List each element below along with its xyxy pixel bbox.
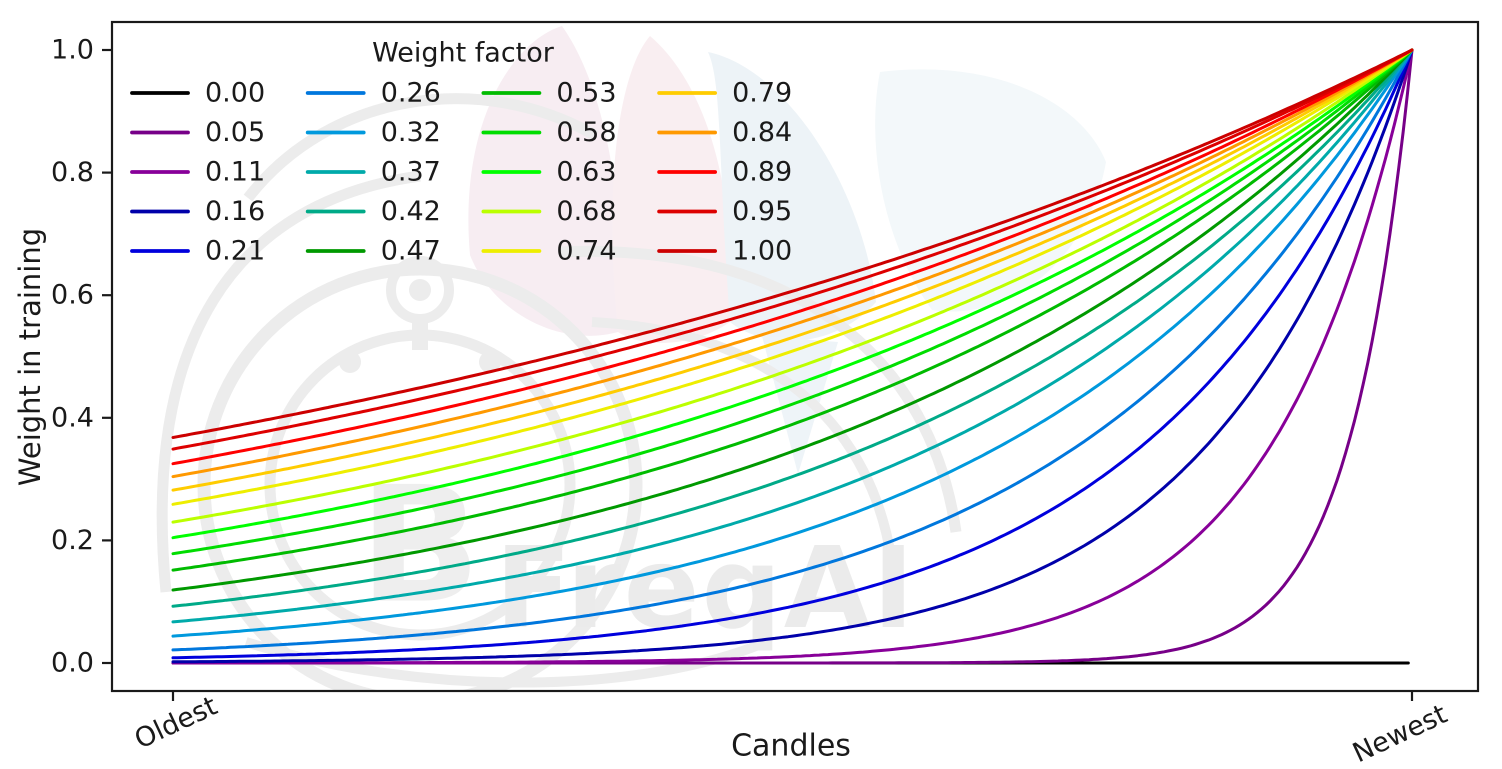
legend-entry-0.00: 0.00 bbox=[130, 78, 265, 109]
x-tick-label-newest: Newest bbox=[1348, 699, 1452, 769]
legend-entry-0.84: 0.84 bbox=[657, 117, 792, 148]
series-line-0.95 bbox=[171, 48, 1414, 451]
legend-label-0.89: 0.89 bbox=[732, 157, 792, 188]
legend-label-0.84: 0.84 bbox=[732, 117, 792, 148]
series-line-0.63 bbox=[171, 48, 1414, 540]
legend-entry-0.53: 0.53 bbox=[481, 78, 617, 109]
x-axis-label: Candles bbox=[731, 729, 851, 764]
series-line-0.42 bbox=[171, 48, 1414, 608]
legend-label-0.42: 0.42 bbox=[381, 196, 441, 227]
legend-label-0.11: 0.11 bbox=[205, 157, 265, 188]
series-line-0.37 bbox=[171, 48, 1414, 624]
legend-entry-0.58: 0.58 bbox=[481, 117, 617, 148]
legend-label-0.74: 0.74 bbox=[556, 236, 616, 267]
x-tick-label-oldest: Oldest bbox=[130, 691, 222, 756]
legend-entry-0.68: 0.68 bbox=[481, 196, 617, 227]
legend-label-0.21: 0.21 bbox=[205, 236, 265, 267]
legend-label-0.79: 0.79 bbox=[732, 78, 792, 109]
y-tick-label-0.2: 0.2 bbox=[51, 525, 94, 556]
legend-label-0.26: 0.26 bbox=[381, 78, 441, 109]
series-line-0.16 bbox=[171, 48, 1414, 664]
series-line-0.89 bbox=[171, 48, 1414, 466]
legend-entry-0.42: 0.42 bbox=[305, 196, 441, 227]
legend-entry-0.26: 0.26 bbox=[305, 78, 441, 109]
y-tick-label-0.0: 0.0 bbox=[51, 648, 94, 679]
axis-ticks bbox=[102, 48, 1414, 701]
y-axis-label: Weight in training bbox=[13, 228, 47, 486]
series-line-0.58 bbox=[171, 48, 1414, 556]
legend-label-0.47: 0.47 bbox=[381, 236, 441, 267]
legend-entry-0.11: 0.11 bbox=[130, 157, 265, 188]
series-line-0.84 bbox=[171, 48, 1414, 479]
legend-entry-0.63: 0.63 bbox=[481, 157, 617, 188]
y-tick-label-0.8: 0.8 bbox=[51, 157, 94, 188]
series-line-1.00 bbox=[171, 48, 1414, 439]
legend-entry-0.95: 0.95 bbox=[657, 196, 792, 227]
watermark-leaf-pink-2 bbox=[612, 36, 732, 343]
series-line-0.68 bbox=[171, 48, 1414, 524]
legend-label-0.16: 0.16 bbox=[205, 196, 265, 227]
legend-entry-0.05: 0.05 bbox=[130, 117, 265, 148]
y-tick-label-1.0: 1.0 bbox=[51, 35, 94, 66]
legend-label-0.95: 0.95 bbox=[732, 196, 792, 227]
legend-label-0.63: 0.63 bbox=[556, 157, 616, 188]
series-line-0.74 bbox=[171, 48, 1414, 506]
legend-title: Weight factor bbox=[372, 38, 555, 69]
legend: 0.00 0.05 0.11 0.16 0.21 0.26 0.32 0.37 0.42 0.47… bbox=[130, 78, 792, 267]
watermark-text: FreqAI bbox=[495, 524, 916, 654]
series-line-0.26 bbox=[171, 48, 1414, 652]
legend-entry-0.37: 0.37 bbox=[305, 157, 441, 188]
watermark-logo-glyph: B bbox=[359, 452, 481, 639]
legend-entry-0.74: 0.74 bbox=[481, 236, 617, 267]
legend-label-0.68: 0.68 bbox=[556, 196, 616, 227]
series-line-0.32 bbox=[171, 48, 1414, 638]
series-line-0.21 bbox=[171, 48, 1414, 660]
y-tick-label-0.6: 0.6 bbox=[51, 280, 94, 311]
legend-label-0.53: 0.53 bbox=[556, 78, 616, 109]
watermark-leaf-blue-tip bbox=[762, 336, 838, 474]
series-line-0.11 bbox=[171, 48, 1414, 665]
legend-entry-0.32: 0.32 bbox=[305, 117, 441, 148]
legend-label-0.58: 0.58 bbox=[556, 117, 616, 148]
legend-label-0.37: 0.37 bbox=[381, 157, 441, 188]
series-line-0.47 bbox=[171, 48, 1414, 592]
watermark-leaf-blue-1 bbox=[708, 52, 876, 341]
legend-entry-0.47: 0.47 bbox=[305, 236, 441, 267]
series-line-0.79 bbox=[171, 48, 1414, 492]
legend-entry-0.16: 0.16 bbox=[130, 196, 265, 227]
legend-label-1.00: 1.00 bbox=[732, 236, 792, 267]
legend-entry-0.79: 0.79 bbox=[657, 78, 792, 109]
legend-entry-0.89: 0.89 bbox=[657, 157, 792, 188]
legend-label-0.05: 0.05 bbox=[205, 117, 265, 148]
legend-label-0.32: 0.32 bbox=[381, 117, 441, 148]
y-tick-label-0.4: 0.4 bbox=[51, 402, 94, 433]
legend-entry-0.21: 0.21 bbox=[130, 236, 265, 267]
series-line-0.53 bbox=[171, 48, 1414, 572]
legend-entry-1.00: 1.00 bbox=[657, 236, 792, 267]
legend-label-0.00: 0.00 bbox=[205, 78, 265, 109]
plot-border bbox=[110, 20, 1480, 693]
series-lines bbox=[171, 48, 1414, 665]
